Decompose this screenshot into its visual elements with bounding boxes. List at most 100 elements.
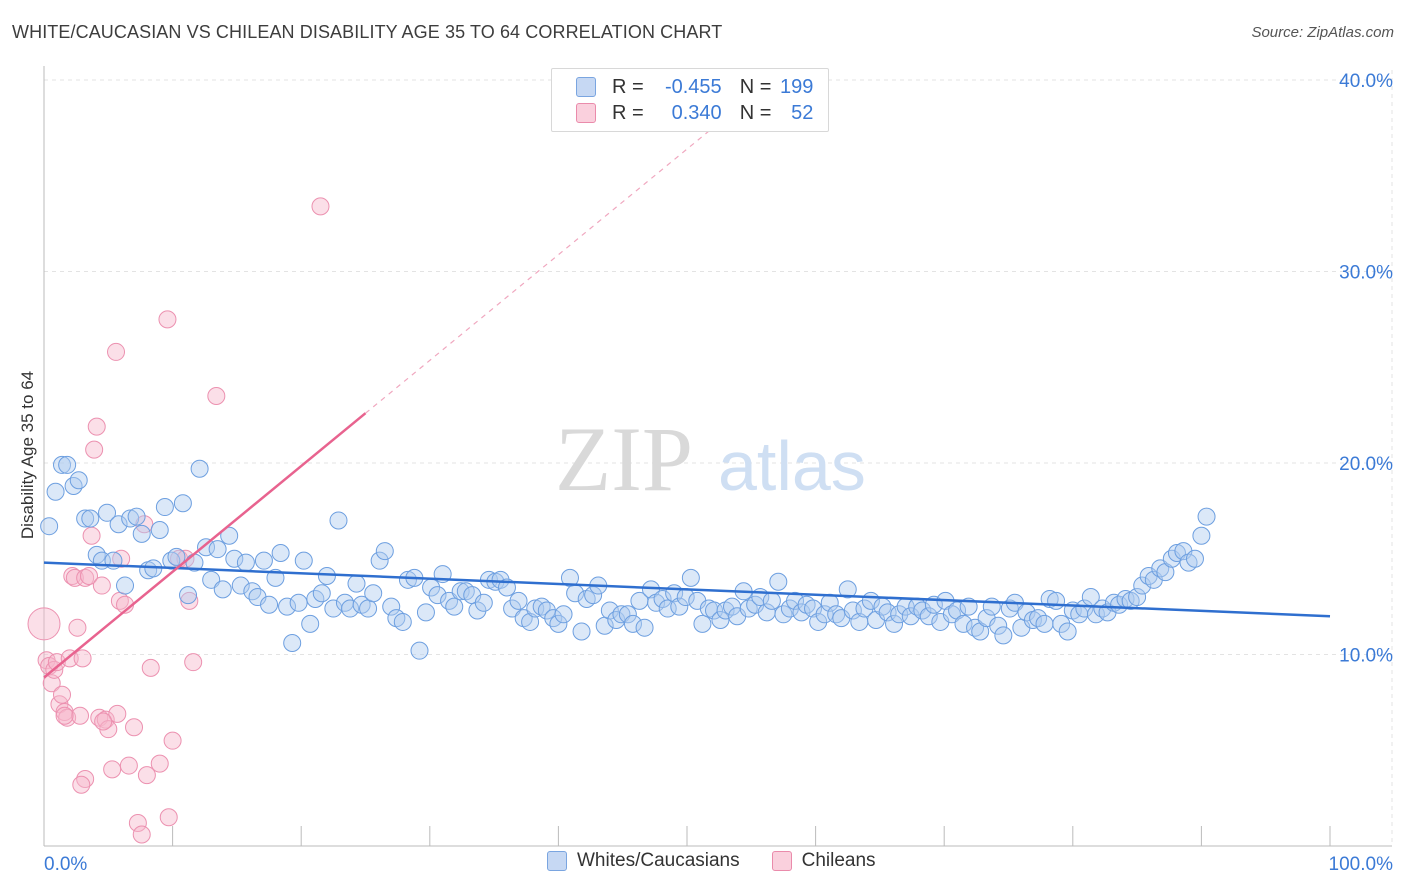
data-point-chilean [119, 756, 138, 775]
data-point-white [173, 494, 192, 513]
trend-line-chileans [43, 412, 367, 679]
data-point-white [132, 524, 151, 543]
trend-extension-chileans [365, 106, 739, 414]
data-point-chilean [80, 566, 99, 585]
data-point-white [1192, 526, 1211, 545]
data-point-white [653, 589, 672, 608]
data-point-chilean [73, 649, 92, 668]
data-point-chilean [132, 825, 151, 844]
series-chileans [27, 197, 330, 844]
data-point-white [370, 551, 389, 570]
data-point-white [382, 597, 401, 616]
data-point-white [416, 603, 435, 622]
data-point-chilean [92, 576, 111, 595]
data-point-white [317, 566, 336, 585]
data-point-white [1128, 588, 1147, 607]
data-point-white [127, 507, 146, 526]
data-point-white [329, 511, 348, 530]
legend-n-value: 199 [780, 75, 814, 98]
data-point-chilean [87, 417, 106, 436]
data-point-white [46, 482, 65, 501]
data-point-white [600, 601, 619, 620]
data-point-white [312, 584, 331, 603]
legend-r-value: 0.340 [671, 101, 722, 124]
legend-n-label: N = [739, 75, 772, 98]
series-legend: Whites/Caucasians Chileans [547, 850, 908, 872]
data-point-chilean [158, 310, 177, 329]
data-point-white [398, 570, 417, 589]
data-point-white [179, 586, 198, 605]
data-point-white [809, 612, 828, 631]
data-point-chilean [82, 526, 101, 545]
data-point-white [289, 593, 308, 612]
data-point-white [804, 599, 823, 618]
data-point-chilean [207, 386, 226, 405]
data-point-white [537, 601, 556, 620]
y-tick-label: 30.0% [1339, 263, 1393, 284]
data-point-white [1075, 599, 1094, 618]
data-point-chilean [71, 706, 90, 725]
legend-row-chileans: R = 0.340 N = 52 [576, 101, 813, 125]
data-point-white [954, 614, 973, 633]
data-point-white [278, 597, 297, 616]
data-point-white [440, 591, 459, 610]
data-point-white [190, 459, 209, 478]
data-point-white [693, 614, 712, 633]
x-tick-label: 0.0% [44, 854, 87, 875]
data-point-white [612, 605, 631, 624]
data-point-white [375, 542, 394, 561]
data-point-white [150, 521, 169, 540]
watermark-zip: ZIP [555, 408, 693, 510]
data-point-chilean [112, 549, 131, 568]
data-point-white [554, 605, 573, 624]
data-point-white [197, 538, 216, 557]
data-point-white [347, 574, 366, 593]
data-point-white [167, 547, 186, 566]
source-label: Source: ZipAtlas.com [1251, 24, 1394, 41]
legend-r-label: R = [612, 101, 644, 124]
data-point-white [341, 599, 360, 618]
data-point-white [855, 599, 874, 618]
data-point-white [208, 540, 227, 559]
data-point-white [786, 591, 805, 610]
data-point-white [254, 551, 273, 570]
data-point-white [58, 455, 77, 474]
data-point-white [623, 614, 642, 633]
data-point-white [1035, 614, 1054, 633]
data-point-white [116, 576, 135, 595]
data-point-white [359, 599, 378, 618]
data-point-white [155, 498, 174, 517]
data-point-white [1167, 544, 1186, 563]
legend-n-value: 52 [791, 101, 814, 124]
data-point-white [989, 616, 1008, 635]
legend-row-whites: R = -0.455 N = 199 [576, 75, 813, 99]
data-point-chilean [42, 674, 61, 693]
legend-r-value: -0.455 [664, 75, 722, 98]
data-point-white [98, 503, 117, 522]
data-point-chilean [125, 718, 144, 737]
legend-item-whites[interactable]: Whites/Caucasians [547, 850, 740, 872]
data-point-white [572, 622, 591, 641]
data-point-chilean [72, 775, 91, 794]
data-point-chilean [85, 440, 104, 459]
data-point-white [1185, 549, 1204, 568]
data-point-chilean [94, 712, 113, 731]
legend-item-chileans[interactable]: Chileans [771, 850, 876, 872]
y-tick-label: 10.0% [1339, 646, 1393, 667]
data-point-white [503, 599, 522, 618]
data-point-white [81, 509, 100, 528]
data-point-white [364, 584, 383, 603]
data-point-chilean [68, 618, 87, 637]
data-point-white [260, 595, 279, 614]
trend-lines [43, 106, 1331, 679]
axis-labels: 10.0% 20.0% 30.0% 40.0% 0.0% 100.0% [44, 71, 1393, 875]
data-point-chilean [311, 197, 330, 216]
data-point-chilean [159, 808, 178, 827]
data-point-white [769, 572, 788, 591]
trend-line-whites [43, 561, 1331, 618]
data-point-white [236, 553, 255, 572]
data-point-white [711, 611, 730, 630]
data-point-white [474, 593, 493, 612]
legend-swatch-pink [771, 851, 792, 871]
